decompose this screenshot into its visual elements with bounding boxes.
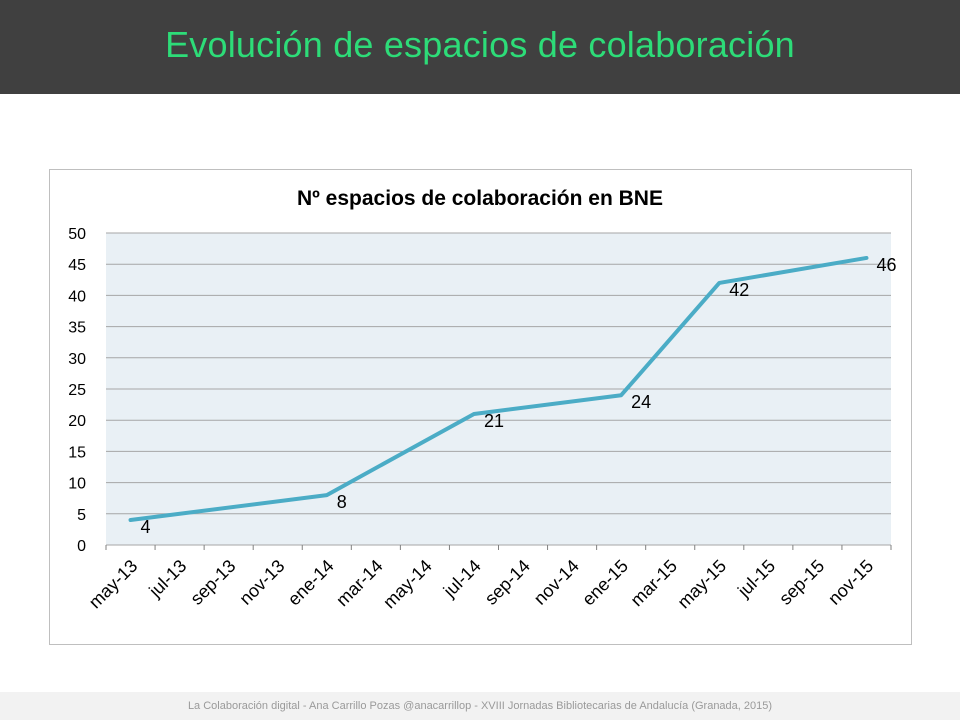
y-tick-label-25: 25 (68, 382, 86, 399)
x-tick-label-may-15: may-15 (674, 556, 731, 613)
y-tick-label-50: 50 (68, 226, 86, 243)
x-tick-label-nov-13: nov-13 (235, 556, 288, 609)
x-tick-label-sep-13: sep-13 (186, 556, 239, 609)
x-tick-label-ene-15: ene-15 (578, 556, 632, 610)
x-tick-label-jul-15: jul-15 (733, 556, 779, 602)
slide-title: Evolución de espacios de colaboración (165, 24, 795, 65)
x-tick-label-ene-14: ene-14 (284, 556, 338, 610)
x-tick-label-nov-15: nov-15 (824, 556, 877, 609)
y-tick-label-10: 10 (68, 476, 86, 493)
footer-text: La Colaboración digital - Ana Carrillo P… (187, 700, 773, 712)
x-tick-label-nov-14: nov-14 (530, 556, 583, 609)
data-label-ene-15: 24 (631, 392, 651, 412)
y-tick-label-20: 20 (68, 413, 86, 430)
slide-footer: La Colaboración digital - Ana Carrillo P… (0, 692, 960, 720)
data-label-may-15: 42 (729, 280, 749, 300)
x-tick-label-jul-13: jul-13 (144, 556, 190, 602)
y-tick-label-35: 35 (68, 320, 86, 337)
x-tick-label-may-13: may-13 (85, 556, 142, 613)
x-tick-label-jul-14: jul-14 (439, 556, 485, 602)
chart-title: Nº espacios de colaboración en BNE (297, 187, 663, 210)
x-tick-label-sep-15: sep-15 (775, 556, 828, 609)
x-tick-label-may-14: may-14 (379, 556, 436, 613)
x-tick-label-mar-14: mar-14 (332, 556, 386, 610)
data-label-nov-15: 46 (876, 255, 896, 275)
data-label-jul-14: 21 (484, 411, 504, 431)
y-tick-label-30: 30 (68, 351, 86, 368)
x-tick-label-mar-15: mar-15 (627, 556, 681, 610)
line-chart: Nº espacios de colaboración en BNE 0 5 10 1… (68, 187, 896, 613)
x-tick-label-sep-14: sep-14 (481, 556, 534, 609)
y-tick-label-15: 15 (68, 444, 86, 461)
y-tick-label-45: 45 (68, 257, 86, 274)
series-line (128, 255, 869, 523)
slide-header: Evolución de espacios de colaboración (0, 0, 960, 94)
chart-frame: Nº espacios de colaboración en BNE 0 5 10 1… (49, 169, 912, 645)
y-tick-label-5: 5 (77, 507, 86, 524)
y-tick-label-40: 40 (68, 288, 86, 305)
y-tick-label-0: 0 (77, 538, 86, 555)
data-label-may-13: 4 (141, 517, 151, 537)
data-label-ene-14: 8 (337, 492, 347, 512)
